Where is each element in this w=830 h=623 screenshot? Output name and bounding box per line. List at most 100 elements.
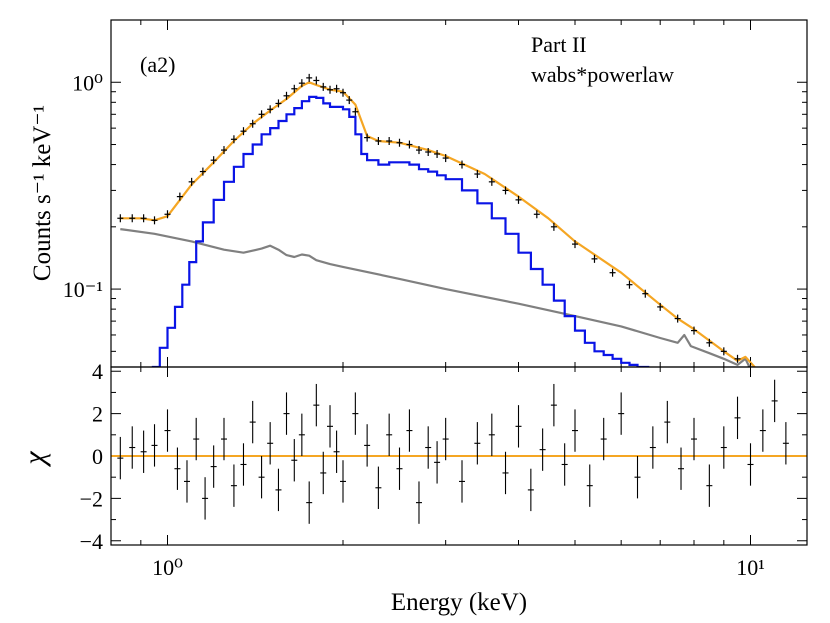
residual-point bbox=[759, 409, 766, 452]
data-point bbox=[591, 254, 598, 263]
data-point bbox=[129, 214, 136, 223]
bottom-y-tick-label-1: −2 bbox=[80, 486, 103, 511]
residual-point bbox=[434, 441, 441, 484]
residual-point bbox=[771, 379, 778, 423]
residual-point bbox=[202, 477, 209, 520]
residual-point bbox=[442, 417, 449, 461]
data-point bbox=[572, 240, 578, 249]
data-point bbox=[502, 186, 509, 195]
x-tick-label-1: 10¹ bbox=[736, 555, 765, 580]
residual-point bbox=[634, 456, 641, 499]
residual-point bbox=[364, 424, 371, 467]
data-point bbox=[210, 156, 217, 165]
x-tick-label-0: 10⁰ bbox=[152, 555, 183, 580]
top-y-tick-label-0: 10⁻¹ bbox=[63, 277, 103, 302]
residual-point bbox=[734, 396, 741, 440]
data-point bbox=[760, 372, 766, 380]
residual-point bbox=[691, 417, 698, 461]
x-axis-label: Energy (keV) bbox=[391, 589, 527, 616]
residual-point bbox=[572, 409, 578, 452]
component-1-step bbox=[151, 95, 650, 367]
data-point bbox=[533, 210, 540, 219]
residual-point bbox=[129, 426, 136, 469]
data-point bbox=[230, 135, 237, 144]
residual-point bbox=[488, 413, 495, 456]
data-point bbox=[626, 280, 633, 289]
residual-point bbox=[340, 460, 346, 503]
residual-point bbox=[406, 409, 413, 452]
annotation-line-1: Part II bbox=[531, 32, 587, 57]
data-point bbox=[488, 177, 495, 186]
data-point bbox=[396, 138, 403, 147]
data-point bbox=[425, 148, 432, 157]
data-point bbox=[188, 177, 195, 186]
residual-point bbox=[275, 468, 282, 512]
data-point bbox=[691, 326, 698, 335]
residual-point bbox=[117, 436, 124, 480]
total-model-line bbox=[120, 81, 757, 367]
data-point bbox=[151, 216, 158, 225]
residual-point bbox=[183, 460, 190, 503]
residual-point bbox=[649, 426, 656, 469]
spectrum-series bbox=[117, 73, 789, 390]
residual-point bbox=[258, 456, 265, 499]
top-y-tick-labels: 10⁻¹ 10⁰ bbox=[63, 70, 103, 302]
data-point bbox=[249, 119, 256, 128]
spectrum-panel: 10⁻¹ 10⁰ (a2) Part II wabs*powerlaw Count… bbox=[29, 19, 808, 390]
data-point bbox=[346, 96, 353, 105]
residual-point bbox=[320, 451, 327, 495]
residual-point bbox=[550, 383, 557, 427]
data-point bbox=[720, 347, 727, 356]
residual-point bbox=[291, 439, 298, 482]
residual-point bbox=[267, 422, 274, 465]
data-point bbox=[406, 140, 413, 149]
residual-point bbox=[283, 392, 290, 435]
residual-panel: −4 −2 0 2 4 10⁰ 10¹ χ Energy (keV) bbox=[18, 359, 808, 616]
residual-point bbox=[333, 430, 340, 473]
residual-point bbox=[164, 409, 171, 452]
residual-series bbox=[111, 379, 807, 524]
bottom-y-tick-labels: −4 −2 0 2 4 bbox=[80, 359, 103, 554]
data-point bbox=[298, 79, 305, 88]
residual-point bbox=[425, 426, 432, 469]
data-point bbox=[220, 146, 227, 155]
data-point bbox=[706, 338, 713, 347]
residual-point bbox=[502, 451, 509, 495]
data-point bbox=[291, 84, 298, 93]
data-point bbox=[164, 210, 171, 219]
bottom-y-tick-label-2: 0 bbox=[92, 444, 103, 469]
data-point bbox=[313, 76, 320, 85]
data-point bbox=[240, 127, 247, 136]
residual-point bbox=[586, 464, 593, 507]
data-point bbox=[320, 82, 327, 91]
data-point bbox=[434, 149, 441, 158]
residual-point bbox=[375, 466, 382, 509]
bottom-plot-frame bbox=[110, 366, 808, 546]
residual-point bbox=[396, 447, 403, 490]
data-point bbox=[747, 363, 754, 367]
residual-point bbox=[193, 417, 200, 461]
data-point bbox=[734, 354, 741, 363]
residual-point bbox=[600, 417, 607, 461]
data-point bbox=[327, 85, 334, 94]
top-minor-ticks bbox=[110, 19, 807, 367]
data-point bbox=[783, 382, 789, 390]
residual-point bbox=[459, 460, 466, 503]
residual-point bbox=[527, 468, 534, 512]
residual-point bbox=[151, 424, 158, 467]
data-point bbox=[474, 170, 481, 179]
residual-point bbox=[298, 413, 305, 456]
top-y-tick-label-1: 10⁰ bbox=[72, 70, 103, 95]
residual-point bbox=[220, 417, 227, 461]
annotation-line-2: wabs*powerlaw bbox=[531, 62, 674, 87]
residual-point bbox=[539, 428, 546, 471]
data-point bbox=[283, 91, 290, 100]
residual-point bbox=[230, 464, 237, 507]
data-point bbox=[459, 160, 466, 169]
data-point bbox=[258, 110, 265, 119]
data-point bbox=[267, 105, 274, 114]
residual-point bbox=[174, 447, 181, 490]
residual-point bbox=[706, 464, 713, 507]
residual-point bbox=[474, 422, 481, 465]
